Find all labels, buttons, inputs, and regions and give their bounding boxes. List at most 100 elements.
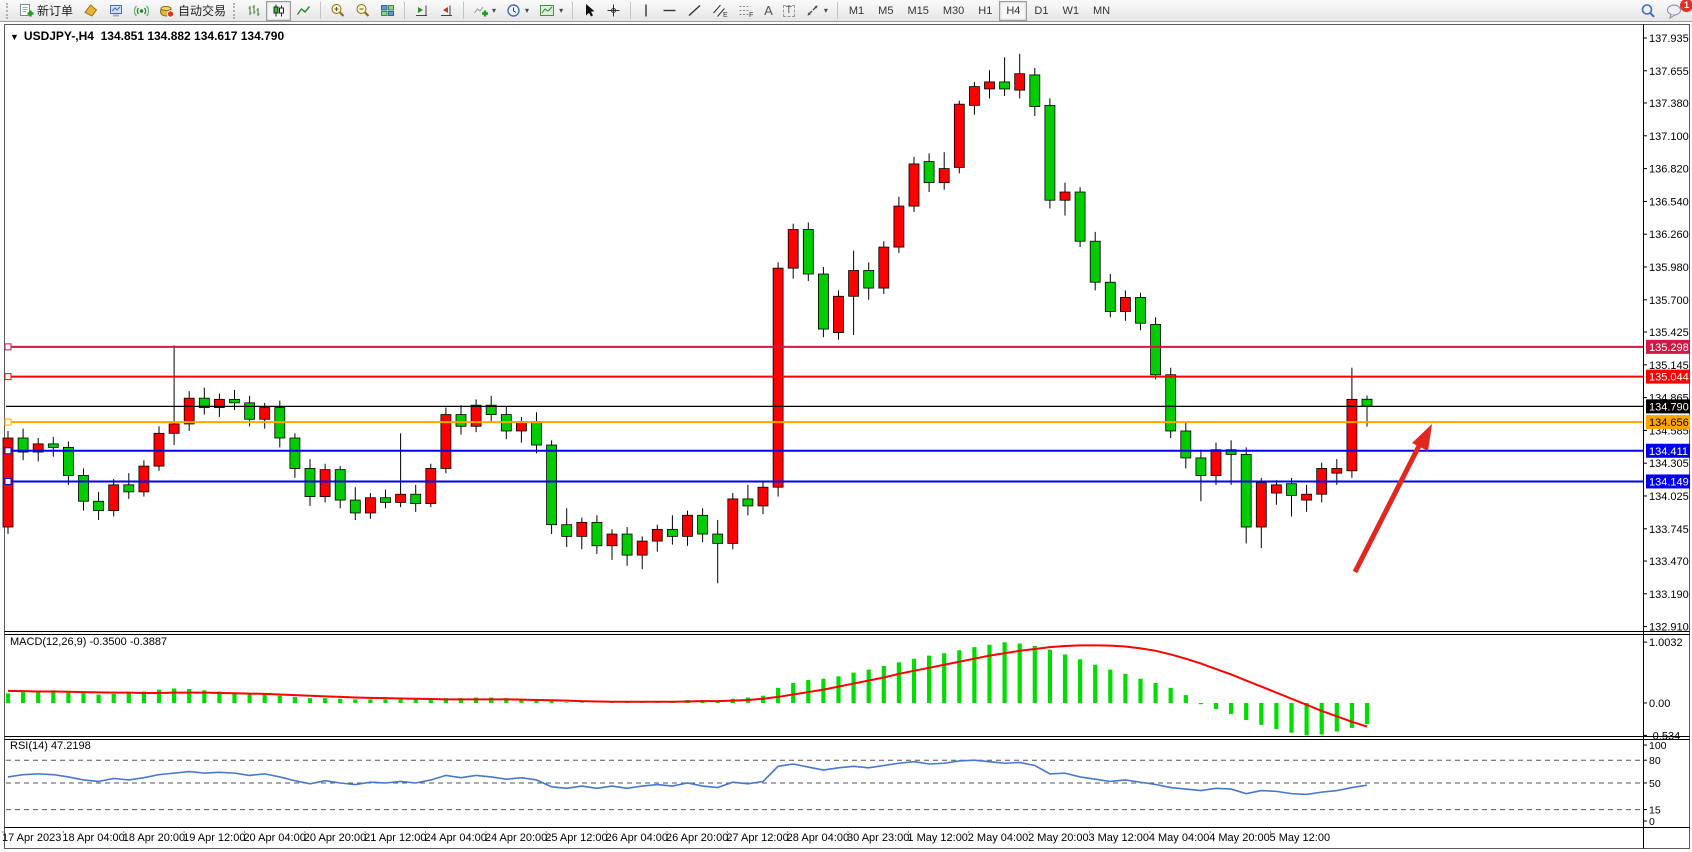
svg-text:137.655: 137.655: [1649, 66, 1689, 78]
svg-text:80: 80: [1649, 755, 1661, 767]
annotation-arrow[interactable]: [1352, 424, 1432, 574]
toolbar-separator: [572, 2, 574, 19]
signals-button[interactable]: [129, 1, 154, 21]
tile-windows-icon: [381, 5, 395, 16]
toolbar-grip[interactable]: [6, 2, 11, 19]
trendline-icon: [688, 4, 701, 17]
bar-chart-button[interactable]: [241, 1, 266, 21]
svg-text:4 May 20:00: 4 May 20:00: [1209, 832, 1270, 844]
cursor-tool-button[interactable]: [577, 1, 601, 21]
indicators-button[interactable]: ▾: [468, 1, 501, 21]
autotrading-button[interactable]: 自动交易: [154, 1, 231, 21]
price-tag: [1646, 415, 1690, 430]
line-chart-button[interactable]: [291, 1, 316, 21]
zoom-out-icon: [356, 4, 370, 17]
timeframe-w1-button[interactable]: W1: [1055, 1, 1086, 21]
trendline-tool-button[interactable]: [682, 1, 707, 21]
timeframe-group: M1 M5 M15 M30 H1 H4 D1 W1 MN: [842, 0, 1117, 21]
macd-pane[interactable]: [5, 642, 1370, 736]
toolbar-grip[interactable]: [233, 2, 238, 19]
equidistant-channel-icon: E: [713, 4, 728, 18]
tile-windows-button[interactable]: [375, 1, 400, 21]
zoom-out-button[interactable]: [350, 1, 375, 21]
chart-shift-icon: [441, 5, 453, 16]
timeframe-m1-button[interactable]: M1: [842, 1, 871, 21]
candlestick-chart-icon: [273, 4, 285, 17]
channel-tool-button[interactable]: E: [707, 1, 733, 21]
candlestick-chart-button[interactable]: [266, 0, 292, 21]
crosshair-tool-button[interactable]: [601, 1, 626, 21]
svg-text:135.145: 135.145: [1649, 360, 1689, 372]
svg-text:134.025: 134.025: [1649, 491, 1689, 503]
auto-scroll-button[interactable]: [409, 1, 434, 21]
timeframe-m5-button[interactable]: M5: [871, 1, 900, 21]
chart-dropdown-icon[interactable]: ▼: [10, 32, 19, 42]
svg-text:135.425: 135.425: [1649, 327, 1689, 339]
svg-text:20 Apr 04:00: 20 Apr 04:00: [243, 832, 305, 844]
svg-text:136.820: 136.820: [1649, 164, 1689, 176]
toolbar-separator: [463, 2, 465, 19]
chart-title: ▼ USDJPY-,H4 134.851 134.882 134.617 134.…: [10, 29, 284, 43]
svg-text:50: 50: [1649, 778, 1661, 790]
svg-text:4 May 04:00: 4 May 04:00: [1149, 832, 1210, 844]
timeframe-m15-button[interactable]: M15: [900, 1, 935, 21]
svg-text:2 May 20:00: 2 May 20:00: [1028, 832, 1089, 844]
svg-text:100: 100: [1649, 740, 1667, 752]
arrows-tool-button[interactable]: ▾: [800, 1, 833, 21]
timeframe-mn-button[interactable]: MN: [1086, 1, 1117, 21]
svg-text:134.411: 134.411: [1649, 446, 1688, 458]
signals-icon: [134, 5, 150, 17]
svg-text:1.0032: 1.0032: [1649, 637, 1683, 649]
hline-anchor[interactable]: [4, 477, 12, 485]
svg-text:1 May 12:00: 1 May 12:00: [907, 832, 968, 844]
new-chart-button[interactable]: [78, 1, 103, 21]
text-label-tool-button[interactable]: T: [778, 1, 800, 21]
periods-button[interactable]: ▾: [501, 1, 534, 21]
zoom-in-button[interactable]: [325, 1, 350, 21]
macd-indicator-label: MACD(12,26,9) -0.3500 -0.3887: [10, 636, 168, 648]
svg-text:20 Apr 20:00: 20 Apr 20:00: [304, 832, 366, 844]
timeframe-h1-button[interactable]: H1: [971, 1, 999, 21]
horizontal-line-tool-button[interactable]: [657, 1, 682, 21]
hline-anchor[interactable]: [4, 373, 12, 381]
hline-anchor[interactable]: [4, 447, 12, 455]
dropdown-caret-icon: ▾: [525, 6, 530, 15]
bar-chart-icon: [248, 5, 260, 16]
svg-text:5 May 12:00: 5 May 12:00: [1270, 832, 1331, 844]
notifications-button[interactable]: 1: [1661, 0, 1692, 21]
search-icon: [1641, 3, 1655, 17]
timeframe-m30-button[interactable]: M30: [936, 1, 971, 21]
search-button[interactable]: [1635, 1, 1661, 21]
chart-canvas[interactable]: 137.935 137.655 137.380 137.100 136.820 136.5…: [0, 22, 1692, 852]
templates-button[interactable]: ▾: [534, 1, 568, 21]
rsi-pane[interactable]: [6, 759, 1643, 811]
vertical-line-tool-button[interactable]: [635, 1, 657, 21]
profiles-button[interactable]: [103, 1, 129, 21]
main-toolbar: 新订单 自动交易 ▾ ▾: [0, 0, 1692, 22]
svg-text:24 Apr 20:00: 24 Apr 20:00: [485, 832, 547, 844]
toolbar-separator: [404, 2, 406, 19]
svg-text:135.044: 135.044: [1649, 372, 1689, 384]
svg-text:18 Apr 04:00: 18 Apr 04:00: [62, 832, 124, 844]
dropdown-caret-icon: ▾: [823, 6, 828, 15]
hline-anchor[interactable]: [4, 418, 12, 426]
price-tag: [1646, 443, 1690, 458]
fibonacci-icon: F: [739, 6, 753, 18]
svg-text:137.100: 137.100: [1649, 131, 1689, 143]
new-order-button[interactable]: 新订单: [14, 1, 78, 21]
horizontal-lines-layer[interactable]: [4, 343, 1643, 485]
price-axis[interactable]: 137.935 137.655 137.380 137.100 136.820 136.5…: [1643, 33, 1690, 634]
fibonacci-tool-button[interactable]: F: [733, 1, 759, 21]
profiles-icon: [110, 5, 123, 17]
vertical-line-icon: [645, 4, 647, 17]
text-tool-button[interactable]: A: [759, 1, 778, 21]
svg-text:28 Apr 04:00: 28 Apr 04:00: [787, 832, 849, 844]
hline-anchor[interactable]: [4, 343, 12, 351]
chart-shift-button[interactable]: [434, 1, 459, 21]
timeframe-d1-button[interactable]: D1: [1027, 1, 1055, 21]
svg-text:F: F: [749, 12, 753, 18]
timeframe-h4-button[interactable]: H4: [999, 0, 1028, 21]
toolbar-separator: [320, 2, 322, 19]
templates-icon: [540, 5, 555, 16]
